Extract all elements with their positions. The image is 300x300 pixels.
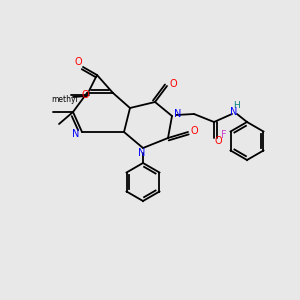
Text: O: O (214, 136, 222, 146)
Text: N: N (72, 129, 80, 139)
Text: methyl: methyl (52, 94, 78, 103)
Text: O: O (74, 57, 82, 67)
Text: H: H (234, 101, 240, 110)
Text: N: N (230, 107, 238, 117)
Text: O: O (190, 126, 198, 136)
Text: O: O (81, 90, 89, 100)
Text: O: O (169, 79, 177, 89)
Text: N: N (138, 148, 146, 158)
Text: F: F (221, 130, 226, 140)
Text: N: N (174, 109, 182, 119)
